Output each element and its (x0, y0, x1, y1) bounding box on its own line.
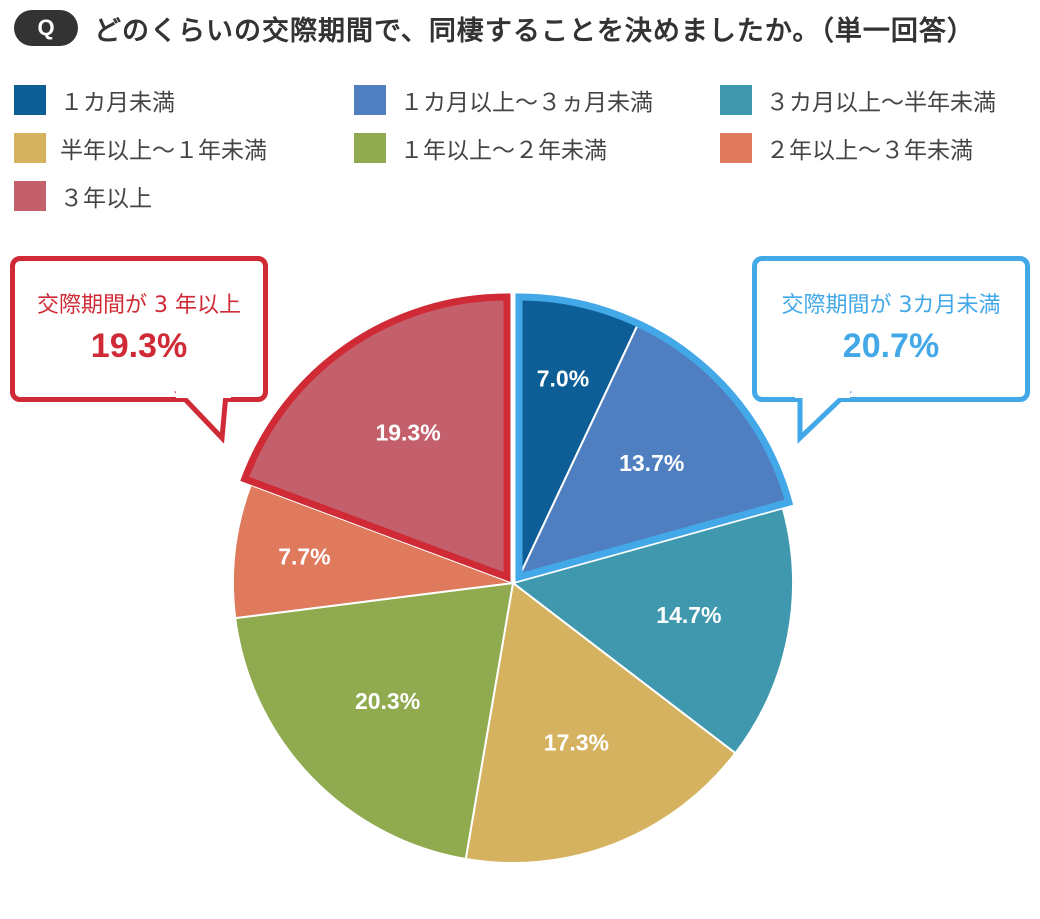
slice-value-label: 13.7% (619, 450, 684, 476)
legend-label: ３年以上 (60, 186, 152, 212)
legend-swatch (14, 133, 46, 163)
legend-swatch (14, 85, 46, 115)
slice-value-label: 17.3% (544, 730, 609, 756)
legend-label: ３カ月以上～半年未満 (766, 90, 996, 116)
callout-caption: 交際期間が 3 年以上 (37, 293, 241, 318)
question-header: Q どのくらいの交際期間で、同棲することを決めましたか。（単一回答） (14, 8, 975, 48)
question-badge: Q (14, 10, 78, 46)
legend-label: 半年以上～１年未満 (60, 138, 267, 164)
slice-value-label: 14.7% (656, 602, 721, 628)
legend-label: ２年以上～３年未満 (766, 138, 973, 164)
pie-slice-3 (464, 581, 737, 864)
legend-item-6: ３年以上 (14, 180, 152, 212)
callout-three-years-plus: 交際期間が 3 年以上 19.3% (10, 256, 268, 402)
legend-label: １年以上～２年未満 (400, 138, 607, 164)
pie-slice-2 (510, 507, 794, 755)
callout-value: 19.3% (90, 327, 188, 365)
pie-labels: 7.0% 13.7% 14.7% 17.3% 20.3% 7.7% 19.3% (278, 365, 721, 755)
slice-value-label: 19.3% (375, 419, 440, 445)
question-text: どのくらいの交際期間で、同棲することを決めましたか。（単一回答） (94, 15, 975, 47)
callout-value: 20.7% (842, 327, 940, 365)
chart-legend: １カ月未満 １カ月以上～３ヵ月未満 ３カ月以上～半年未満 半年以上～１年未満 １… (14, 84, 1034, 224)
callout-caption: 交際期間が 3カ月未満 (781, 293, 1001, 318)
legend-label: １カ月未満 (60, 90, 175, 116)
legend-item-0: １カ月未満 (14, 84, 175, 116)
legend-swatch (720, 85, 752, 115)
legend-item-1: １カ月以上～３ヵ月未満 (354, 84, 653, 116)
slice-value-label: 7.0% (537, 365, 589, 391)
legend-item-3: 半年以上～１年未満 (14, 132, 267, 164)
legend-swatch (720, 133, 752, 163)
highlight-outline-0 (515, 293, 794, 582)
pie-slices (232, 295, 794, 864)
pie-highlights (240, 293, 794, 583)
legend-item-5: ２年以上～３年未満 (720, 132, 973, 164)
highlight-outline-1 (240, 293, 511, 583)
callout-under-three-months: 交際期間が 3カ月未満 20.7% (752, 256, 1030, 402)
legend-swatch (354, 85, 386, 115)
legend-item-2: ３カ月以上～半年未満 (720, 84, 996, 116)
pie-slice-5 (232, 483, 514, 620)
legend-swatch (14, 181, 46, 211)
slice-value-label: 20.3% (355, 688, 420, 714)
pie-slice-4 (234, 581, 515, 861)
legend-item-4: １年以上～２年未満 (354, 132, 607, 164)
legend-swatch (354, 133, 386, 163)
legend-label: １カ月以上～３ヵ月未満 (400, 90, 653, 116)
slice-value-label: 7.7% (278, 544, 330, 570)
